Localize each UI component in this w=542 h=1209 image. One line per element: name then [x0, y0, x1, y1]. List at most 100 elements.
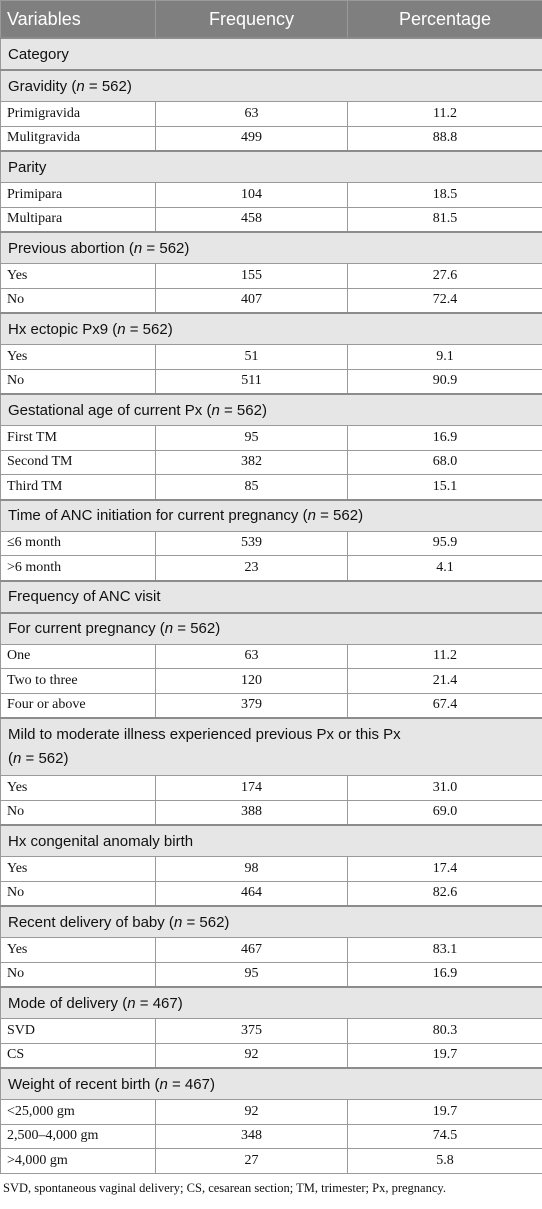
- category-label: Recent delivery of baby (n = 562): [0, 905, 542, 938]
- category-text: Weight of recent birth: [8, 1075, 151, 1093]
- category-label: Time of ANC initiation for current pregn…: [0, 498, 542, 532]
- frequency-cell: 375: [155, 1018, 348, 1044]
- frequency-cell: 407: [155, 287, 348, 314]
- row-label: No: [0, 368, 156, 395]
- sample-size-prefix: (n =: [155, 620, 191, 637]
- sample-size-suffix: ): [177, 994, 183, 1012]
- frequency-cell: 27: [155, 1148, 348, 1174]
- category-text: Parity: [8, 158, 47, 176]
- percentage-cell: 19.7: [347, 1042, 542, 1069]
- row-label: Mulitgravida: [0, 125, 156, 152]
- percentage-cell: 68.0: [347, 449, 542, 475]
- percentage-cell: 69.0: [347, 799, 542, 826]
- category-text: Recent delivery of baby: [8, 913, 165, 931]
- frequency-cell: 98: [155, 856, 348, 882]
- sample-size-value: 562: [159, 239, 185, 257]
- frequency-cell: 63: [155, 101, 348, 127]
- category-label: Frequency of ANC visit: [0, 579, 542, 613]
- sample-size-value: 467: [152, 994, 178, 1012]
- table-row: CS 92 19.7: [0, 1042, 542, 1069]
- percentage-cell: 95.9: [347, 530, 542, 556]
- percentage-cell: 81.5: [347, 206, 542, 233]
- table-row: Multipara 458 81.5: [0, 206, 542, 233]
- table-row: 2,500–4,000 gm 348 74.5: [0, 1123, 542, 1149]
- percentage-cell: 16.9: [347, 425, 542, 451]
- table-row: Yes 155 27.6: [0, 263, 542, 289]
- sample-size-prefix: (n =: [108, 320, 143, 338]
- row-label: Yes: [0, 937, 156, 963]
- category-label: Gravidity (n = 562): [0, 69, 542, 102]
- row-label: Multipara: [0, 206, 156, 233]
- percentage-cell: 82.6: [347, 880, 542, 907]
- category-text: Mode of delivery: [8, 994, 119, 1012]
- sample-size-suffix: ): [63, 750, 69, 767]
- frequency-cell: 464: [155, 880, 348, 907]
- percentage-cell: 90.9: [347, 368, 542, 395]
- percentage-cell: 9.1: [347, 344, 542, 370]
- table-body: Category Gravidity (n = 562) Primigravida 6…: [0, 37, 542, 1174]
- table-row: ≤6 month 539 95.9: [0, 530, 542, 556]
- percentage-cell: 21.4: [347, 668, 542, 694]
- category-text: Previous abortion: [8, 239, 125, 257]
- percentage-cell: 83.1: [347, 937, 542, 963]
- row-label: Primipara: [0, 182, 156, 208]
- sample-size-value: 467: [184, 1075, 210, 1093]
- table-row: Second TM 382 68.0: [0, 449, 542, 475]
- row-label: No: [0, 287, 156, 314]
- frequency-cell: 92: [155, 1099, 348, 1125]
- percentage-cell: 11.2: [347, 643, 542, 669]
- category-text: Hx congenital anomaly birth: [8, 832, 194, 850]
- category-label: Gestational age of current Px (n = 562): [0, 393, 542, 426]
- percentage-cell: 80.3: [347, 1018, 542, 1044]
- category-text: Time of ANC initiation for current pregn…: [8, 507, 299, 524]
- table-row: Yes 467 83.1: [0, 937, 542, 963]
- row-label: CS: [0, 1042, 156, 1069]
- percentage-cell: 4.1: [347, 555, 542, 581]
- category-label: Weight of recent birth (n = 467): [0, 1067, 542, 1100]
- sample-size-value: 562: [190, 620, 216, 637]
- row-label: First TM: [0, 425, 156, 451]
- category-row: Frequency of ANC visit: [0, 579, 542, 613]
- sample-size-value: 562: [236, 401, 262, 419]
- row-label: >4,000 gm: [0, 1148, 156, 1174]
- sample-size-value: 562: [38, 750, 64, 767]
- table-row: First TM 95 16.9: [0, 425, 542, 451]
- category-label: Hx ectopic Px9 (n = 562): [0, 312, 542, 345]
- sample-size-suffix: ): [184, 239, 190, 257]
- table-row: <25,000 gm 92 19.7: [0, 1099, 542, 1125]
- category-label: Parity: [0, 150, 542, 183]
- category-row: For current pregnancy (n = 562): [0, 611, 542, 645]
- sample-size-prefix: (n =: [124, 239, 160, 257]
- sample-size-prefix: (n =: [67, 77, 102, 95]
- category-text: Frequency of ANC visit: [8, 588, 161, 605]
- table-row: Four or above 379 67.4: [0, 692, 542, 719]
- table-row: Yes 98 17.4: [0, 856, 542, 882]
- percentage-cell: 16.9: [347, 961, 542, 988]
- category-label: Mild to moderate illness experienced pre…: [0, 717, 542, 776]
- table-row: No 464 82.6: [0, 880, 542, 907]
- header-variables: Variables: [0, 0, 156, 39]
- row-label: Two to three: [0, 668, 156, 694]
- table-row: Yes 51 9.1: [0, 344, 542, 370]
- row-label: 2,500–4,000 gm: [0, 1123, 156, 1149]
- row-label: No: [0, 880, 156, 907]
- row-label: <25,000 gm: [0, 1099, 156, 1125]
- header-row: Variables Frequency Percentage: [0, 0, 542, 39]
- percentage-cell: 5.8: [347, 1148, 542, 1174]
- table-row: Primigravida 63 11.2: [0, 101, 542, 127]
- table-row: Third TM 85 15.1: [0, 474, 542, 500]
- frequency-cell: 382: [155, 449, 348, 475]
- frequency-cell: 467: [155, 937, 348, 963]
- frequency-cell: 539: [155, 530, 348, 556]
- category-text: Mild to moderate illness experienced pre…: [8, 726, 401, 743]
- category-text: Hx ectopic Px9: [8, 320, 109, 338]
- row-label: Primigravida: [0, 101, 156, 127]
- row-label: Third TM: [0, 474, 156, 500]
- category-row: Mode of delivery (n = 467): [0, 986, 542, 1019]
- table-row: One 63 11.2: [0, 643, 542, 669]
- table-row: No 407 72.4: [0, 287, 542, 314]
- sample-size-prefix: (n =: [298, 507, 334, 524]
- frequency-cell: 348: [155, 1123, 348, 1149]
- sample-size-suffix: ): [215, 620, 221, 637]
